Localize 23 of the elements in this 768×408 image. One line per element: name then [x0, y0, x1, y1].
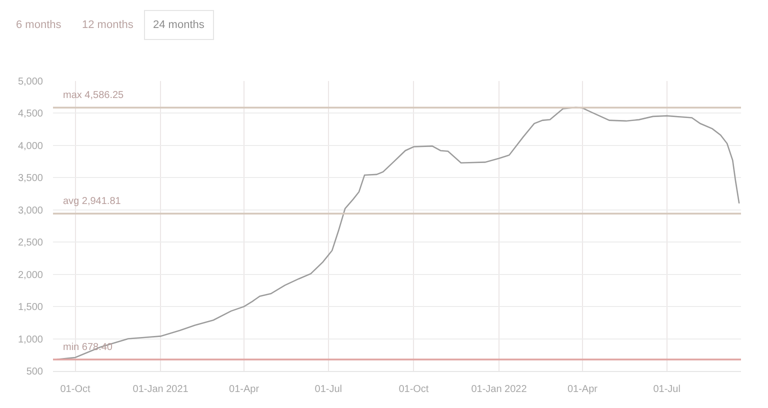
- y-tick-label: 1,000: [18, 334, 44, 346]
- x-tick-label: 01-Jul: [653, 384, 680, 395]
- y-tick-label: 4,500: [18, 108, 44, 120]
- y-tick-label: 3,500: [18, 173, 44, 184]
- x-tick-label: 01-Jan 2022: [471, 384, 528, 395]
- text: 12 months: [82, 19, 134, 31]
- text: 6 months: [16, 19, 62, 31]
- x-tick-label: 01-Oct: [60, 384, 90, 395]
- y-tick-label: 500: [26, 366, 44, 378]
- x-tick-label: 01-Jul: [314, 384, 342, 395]
- ref-line-label: max 4,586.25: [63, 90, 124, 101]
- y-tick-label: 2,500: [18, 238, 44, 249]
- y-tick-label: 1,500: [18, 302, 44, 314]
- text: 24 months: [153, 19, 205, 31]
- y-tick-label: 2,000: [18, 270, 44, 281]
- ref-line-label: avg 2,941.81: [63, 196, 122, 207]
- x-tick-label: 01-Jan 2021: [132, 384, 189, 395]
- y-tick-label: 4,000: [18, 140, 44, 152]
- x-tick-label: 01-Apr: [567, 384, 598, 395]
- y-tick-label: 5,000: [18, 76, 44, 88]
- y-tick-label: 3,000: [18, 205, 44, 216]
- x-tick-label: 01-Apr: [229, 384, 260, 395]
- x-tick-label: 01-Oct: [398, 384, 429, 395]
